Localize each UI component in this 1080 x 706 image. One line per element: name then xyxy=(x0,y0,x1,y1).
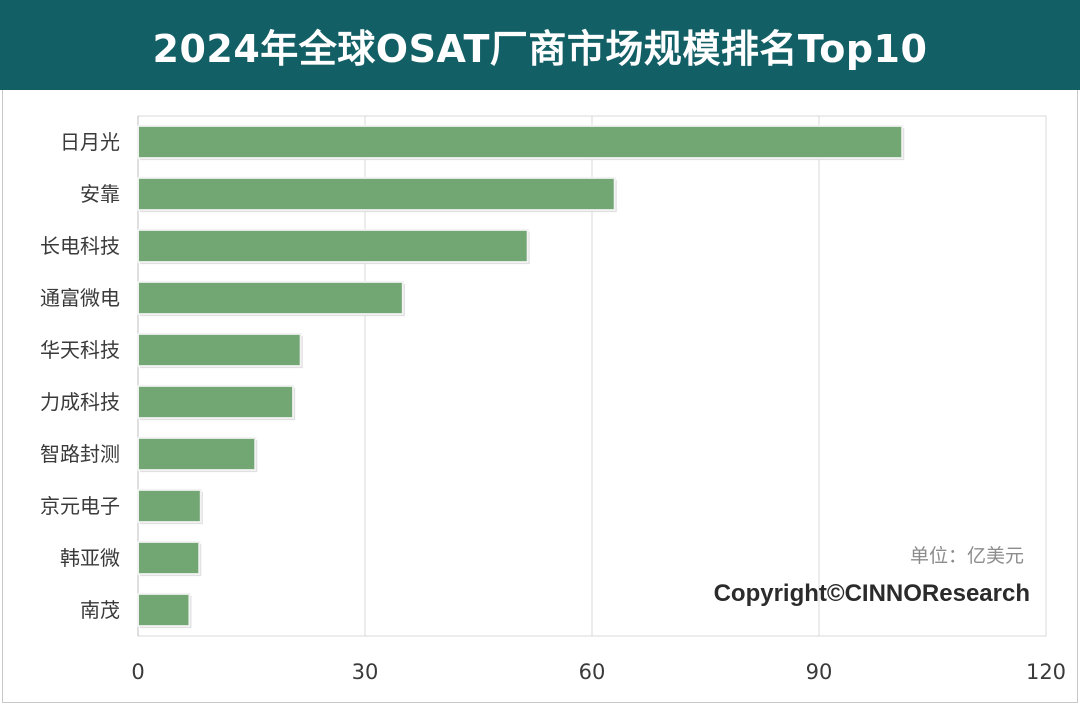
bar xyxy=(137,488,202,524)
x-tick-label: 90 xyxy=(806,660,833,684)
category-label: 京元电子 xyxy=(40,494,120,518)
x-tick-label: 60 xyxy=(579,660,606,684)
bar xyxy=(137,592,191,628)
x-tick-label: 0 xyxy=(131,660,144,684)
copyright-text: Copyright©CINNOResearch xyxy=(713,580,1030,607)
bar xyxy=(137,228,529,264)
category-label: 日月光 xyxy=(60,130,120,154)
category-label: 力成科技 xyxy=(40,390,120,414)
bar xyxy=(137,176,616,212)
bar xyxy=(137,124,904,160)
category-label: 南茂 xyxy=(80,598,120,622)
bar xyxy=(137,384,295,420)
chart-title: 2024年全球OSAT厂商市场规模排名Top10 xyxy=(152,26,928,71)
unit-note: 单位：亿美元 xyxy=(909,545,1024,567)
bar xyxy=(137,540,201,576)
title-bar: 2024年全球OSAT厂商市场规模排名Top10 xyxy=(0,0,1080,90)
x-tick-label: 120 xyxy=(1026,660,1066,684)
category-label: 通富微电 xyxy=(40,286,120,310)
category-label: 安靠 xyxy=(80,182,120,206)
bar xyxy=(137,436,257,472)
chart-frame xyxy=(2,90,1078,703)
bar xyxy=(137,332,302,368)
category-label: 智路封测 xyxy=(40,442,120,466)
category-label: 韩亚微 xyxy=(60,546,120,570)
category-label: 华天科技 xyxy=(40,338,120,362)
category-label: 长电科技 xyxy=(40,234,120,258)
x-tick-label: 30 xyxy=(352,660,379,684)
bar xyxy=(137,280,404,316)
